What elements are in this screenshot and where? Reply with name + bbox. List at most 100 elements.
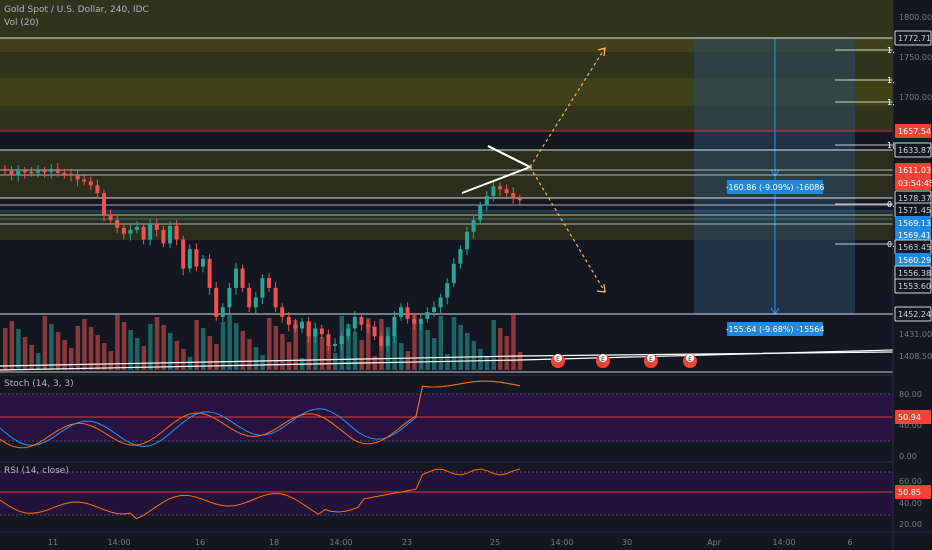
volume-bar: [3, 328, 8, 370]
volume-bar: [187, 357, 193, 370]
candle-body: [366, 324, 370, 327]
time-tick: 14:00: [329, 538, 352, 547]
volume-bar: [399, 343, 404, 370]
volume-bar: [478, 349, 483, 370]
volume-bar: [141, 346, 147, 370]
fib-label: 1.: [887, 98, 895, 107]
volume-bar: [9, 321, 15, 370]
volume-bar: [75, 326, 81, 370]
price-badge-bg: [894, 142, 932, 158]
volume-bar: [425, 330, 430, 370]
price-badge-text: 1560.29: [898, 256, 931, 265]
price-badge-bg: [895, 163, 931, 177]
stoch-tick: 40.00: [899, 421, 922, 430]
candle-body: [425, 312, 430, 319]
volume-bar: [49, 324, 54, 370]
volume-bar: [333, 353, 338, 370]
candle-body: [333, 344, 337, 346]
rsi-value-badge-bg: [895, 485, 931, 499]
candle-body: [201, 258, 205, 267]
rsi-tick: 40.00: [899, 499, 922, 508]
price-badge-bg: [895, 216, 931, 230]
price-badge-text: 1569.41: [898, 231, 931, 240]
candle-body: [339, 336, 344, 345]
volume-bar: [22, 337, 28, 370]
volume-bar: [82, 319, 87, 370]
candle-body: [62, 172, 67, 175]
volume-indicator-label: Vol (20): [4, 18, 39, 28]
stoch-value-badge-bg: [895, 410, 931, 424]
volume-bar: [36, 353, 41, 370]
price-badge-text: 1611.03: [898, 166, 931, 175]
time-tick: 23: [402, 538, 412, 547]
zone-band: [0, 38, 893, 52]
stoch-pane: [0, 374, 932, 449]
volume-bar: [273, 326, 279, 370]
stoch-d-line: [0, 380, 521, 449]
volume-bar: [247, 339, 252, 370]
volume-bar: [260, 355, 265, 370]
volume-bar: [135, 338, 140, 370]
volume-bar: [55, 332, 61, 370]
candle-body: [240, 268, 245, 288]
candle-body: [372, 326, 377, 337]
volume-bar: [313, 329, 318, 370]
price-axis[interactable]: 1800.00 1750.00 1700.00 1431.00 1408.50 1772.…: [887, 0, 932, 550]
event-marker-letter: E: [649, 356, 653, 363]
candle-body: [128, 229, 133, 234]
volume-bar: [326, 345, 331, 370]
candle-body: [3, 168, 7, 171]
symbol-title: Gold Spot / U.S. Dollar, 240, IDC: [4, 5, 149, 15]
candle-body: [207, 258, 212, 288]
rsi-value-badge: 50.85: [895, 485, 931, 499]
triangle-upper-edge: [487, 145, 531, 168]
price-badge-bg: [895, 176, 931, 190]
price-tick: 1700.00: [899, 93, 932, 102]
price-badge-text: 1563.45: [898, 243, 931, 252]
candle-body: [88, 181, 93, 186]
candle-body: [300, 321, 304, 329]
drawings[interactable]: E E E E -160.86 (-9.09%) -16086 -155.64 (-9.6…: [461, 47, 824, 368]
volume-bar: [286, 342, 292, 370]
candle-body: [438, 297, 443, 308]
measure-arrow: [770, 169, 780, 177]
candle-body: [517, 198, 522, 201]
candle-body: [379, 336, 384, 346]
price-tick: 1431.00: [899, 330, 932, 339]
time-tick: 16: [195, 538, 205, 547]
price-badge: 1563.45: [894, 239, 932, 255]
rsi-tick: 60.00: [899, 477, 922, 486]
candle-body: [418, 318, 423, 324]
candle-body: [55, 168, 60, 173]
projection-down-arrow: [529, 166, 606, 293]
volume-bar: [181, 349, 186, 370]
volume-bar: [62, 340, 67, 370]
volume-bar: [69, 348, 74, 370]
rsi-value-badge-text: 50.85: [898, 488, 921, 497]
volume-bar: [267, 318, 272, 370]
volume-bar: [346, 324, 351, 370]
candle-body: [42, 170, 47, 173]
price-badge-bg: [895, 124, 931, 138]
volume-bar: [29, 345, 34, 370]
volume-bar: [227, 315, 232, 370]
price-badge: 1633.87: [894, 142, 932, 158]
volume-bar: [253, 347, 259, 370]
price-badge-text: 1571.45: [898, 206, 931, 215]
candle-body: [22, 170, 27, 173]
horizontal-levels: [0, 37, 893, 315]
volume-bar: [128, 330, 133, 370]
candle-body: [445, 283, 450, 298]
price-badge: 03:54:45: [895, 176, 932, 190]
candle-body: [385, 336, 390, 346]
candlesticks: [3, 163, 522, 352]
volume-bars: [0, 314, 894, 373]
candle-body: [9, 170, 14, 176]
candle-body: [286, 316, 291, 325]
volume-bar: [214, 344, 219, 370]
volume-trend-line: [0, 351, 894, 367]
price-badge-text: 1569.13: [898, 219, 931, 228]
time-axis[interactable]: 11 14:00 16 18 14:00 23 25 14:00 30 Apr 14:00 6: [0, 531, 932, 547]
event-marker: E: [551, 354, 565, 368]
